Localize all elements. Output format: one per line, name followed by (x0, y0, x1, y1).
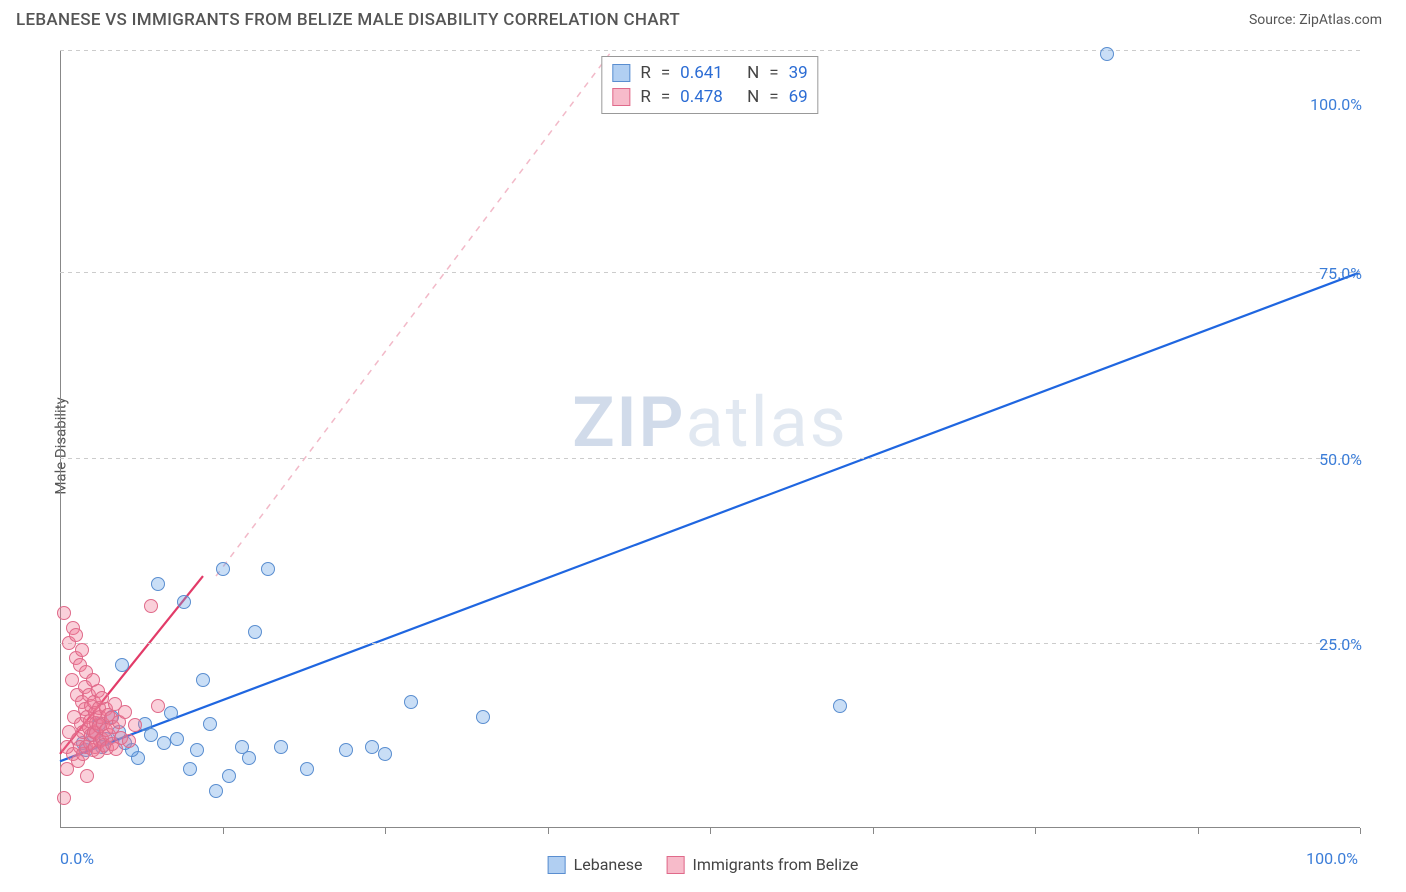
stat-row: R = 0.641 N = 39 (612, 61, 807, 85)
n-label: N (747, 63, 759, 83)
data-point (404, 695, 418, 709)
lebanese-swatch-icon (548, 856, 566, 874)
data-point (365, 740, 379, 754)
data-point (339, 743, 353, 757)
data-point (235, 740, 249, 754)
data-point (75, 643, 89, 657)
source-name: ZipAtlas.com (1299, 12, 1382, 28)
x-tick (548, 828, 549, 834)
x-tick (710, 828, 711, 834)
data-point (183, 762, 197, 776)
data-point (115, 658, 129, 672)
x-tick (873, 828, 874, 834)
data-point (177, 595, 191, 609)
gridline-h (60, 50, 1360, 51)
data-point (833, 699, 847, 713)
n-value-lebanese: 39 (789, 63, 808, 83)
data-point (196, 673, 210, 687)
gridline-h (60, 272, 1360, 273)
data-point (69, 628, 83, 642)
r-value-lebanese: 0.641 (680, 63, 723, 83)
legend-label: Immigrants from Belize (692, 855, 858, 874)
data-point (128, 718, 142, 732)
legend-item-belize: Immigrants from Belize (666, 855, 858, 874)
data-point (170, 732, 184, 746)
x-tick (1360, 828, 1361, 834)
belize-swatch-icon (666, 856, 684, 874)
legend-item-lebanese: Lebanese (548, 855, 643, 874)
data-point (209, 784, 223, 798)
data-point (57, 791, 71, 805)
data-point (65, 673, 79, 687)
data-point (203, 717, 217, 731)
gridline-h (60, 458, 1360, 459)
data-point (476, 710, 490, 724)
x-tick (1035, 828, 1036, 834)
regression-lines-svg (60, 50, 1360, 828)
equals-sign: = (769, 63, 778, 83)
equals-sign: = (769, 87, 778, 107)
chart-title: LEBANESE VS IMMIGRANTS FROM BELIZE MALE … (16, 10, 680, 30)
data-point (151, 699, 165, 713)
data-point (190, 743, 204, 757)
data-point (80, 769, 94, 783)
regression-line (216, 50, 613, 576)
source-attribution: Source: ZipAtlas.com (1249, 12, 1382, 28)
gridline-h (60, 643, 1360, 644)
legend-label: Lebanese (574, 855, 643, 874)
data-point (57, 606, 71, 620)
data-point (248, 625, 262, 639)
data-point (164, 706, 178, 720)
x-axis-max-label: 100.0% (1306, 849, 1358, 868)
y-tick-label: 100.0% (1310, 95, 1362, 114)
correlation-stats-box: R = 0.641 N = 39 R = 0.478 N = 69 (601, 56, 818, 114)
data-point (118, 705, 132, 719)
data-point (216, 562, 230, 576)
data-point (144, 599, 158, 613)
y-tick-label: 75.0% (1319, 264, 1362, 283)
data-point (157, 736, 171, 750)
data-point (1100, 47, 1114, 61)
r-label: R (640, 63, 650, 83)
data-point (122, 734, 136, 748)
r-value-belize: 0.478 (680, 87, 723, 107)
x-tick (223, 828, 224, 834)
x-tick (1198, 828, 1199, 834)
equals-sign: = (661, 63, 670, 83)
data-point (261, 562, 275, 576)
r-label: R (640, 87, 650, 107)
data-point (300, 762, 314, 776)
data-point (222, 769, 236, 783)
data-point (378, 747, 392, 761)
scatter-chart: ZIPatlas R = 0.641 N = 39 R = 0.478 N = … (60, 50, 1360, 828)
lebanese-swatch-icon (612, 64, 630, 82)
legend: Lebanese Immigrants from Belize (548, 855, 859, 874)
regression-line (60, 272, 1360, 761)
belize-swatch-icon (612, 88, 630, 106)
source-prefix: Source: (1249, 12, 1299, 28)
n-label: N (747, 87, 759, 107)
data-point (151, 577, 165, 591)
equals-sign: = (661, 87, 670, 107)
x-axis-min-label: 0.0% (60, 849, 94, 868)
data-point (274, 740, 288, 754)
y-tick-label: 25.0% (1319, 635, 1362, 654)
n-value-belize: 69 (789, 87, 808, 107)
x-tick (385, 828, 386, 834)
y-tick-label: 50.0% (1319, 450, 1362, 469)
stat-row: R = 0.478 N = 69 (612, 85, 807, 109)
